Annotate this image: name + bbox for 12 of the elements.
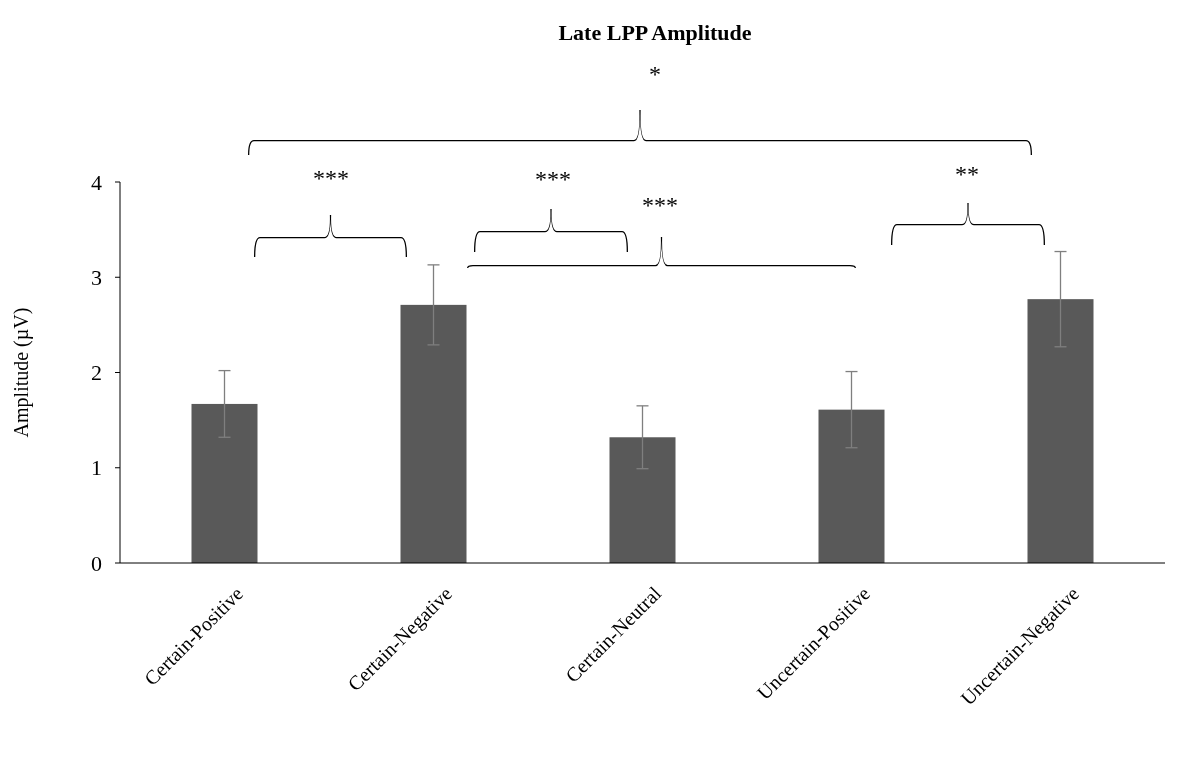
y-tick-label: 0 <box>91 550 102 576</box>
annotation: ** <box>955 161 979 187</box>
text: * <box>649 61 661 87</box>
y-tick-label: 2 <box>91 360 102 386</box>
y-axis-title: Amplitude (µV) <box>10 307 33 438</box>
chart-title: Late LPP Amplitude <box>558 20 752 45</box>
annotation: *** <box>313 165 349 191</box>
annotation: *** <box>535 166 571 192</box>
y-tick-label: 4 <box>91 169 102 195</box>
y-tick-label: 3 <box>91 264 102 290</box>
annotation: *** <box>642 192 678 218</box>
y-tick-label: 1 <box>91 455 102 481</box>
